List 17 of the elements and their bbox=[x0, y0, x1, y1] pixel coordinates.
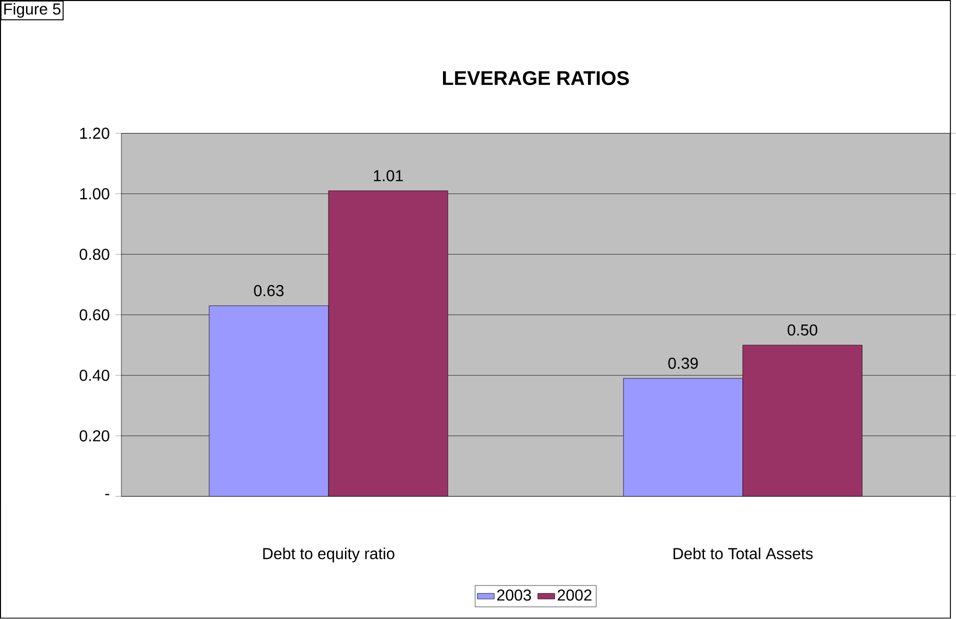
y-tick-label: 0.80 bbox=[80, 248, 110, 260]
x-tick-label: Debt to Total Assets bbox=[674, 548, 813, 560]
chart-title: LEVERAGE RATIOS bbox=[443, 71, 629, 86]
x-tick-label: Debt to equity ratio bbox=[263, 548, 394, 563]
caption: Figure 5 bbox=[4, 3, 60, 18]
data-label: 1.01 bbox=[374, 170, 403, 182]
data-label: 0.39 bbox=[668, 358, 698, 370]
y-tick-label: 0.40 bbox=[80, 370, 110, 382]
data-label: 0.50 bbox=[788, 324, 818, 336]
data-label: 0.63 bbox=[254, 285, 284, 296]
y-tick-label: - bbox=[105, 494, 110, 496]
y-tick-label: 1.00 bbox=[80, 188, 110, 200]
legend-label: 2002 bbox=[558, 590, 592, 601]
y-tick-label: 0.20 bbox=[80, 430, 110, 442]
legend-label: 2003 bbox=[497, 590, 531, 601]
y-tick-label: 0.60 bbox=[80, 309, 110, 321]
y-tick-label: 1.20 bbox=[80, 128, 110, 140]
